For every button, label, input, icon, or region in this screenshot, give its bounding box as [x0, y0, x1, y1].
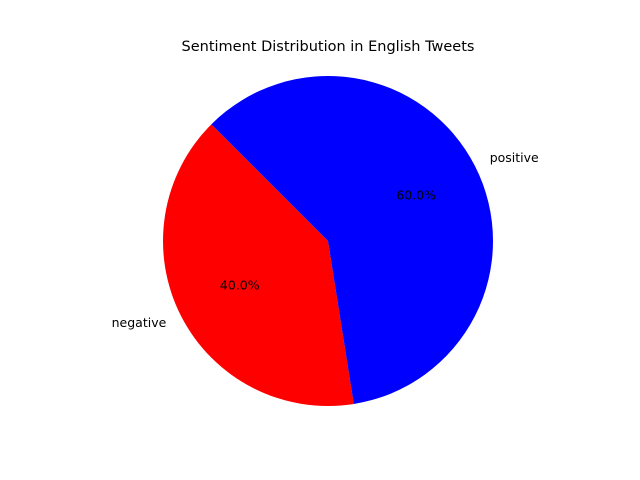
percent-label-positive: 60.0%: [396, 188, 436, 203]
chart-title: Sentiment Distribution in English Tweets: [182, 39, 475, 55]
percent-label-negative: 40.0%: [220, 277, 260, 292]
pie-labels: negative 40.0% positive 60.0%: [112, 150, 539, 330]
slice-label-negative: negative: [112, 315, 167, 330]
slice-label-positive: positive: [490, 150, 539, 165]
pie-slice-negative: [163, 124, 354, 406]
pie-slices: [163, 75, 494, 406]
pie-slice-positive: [211, 75, 494, 404]
